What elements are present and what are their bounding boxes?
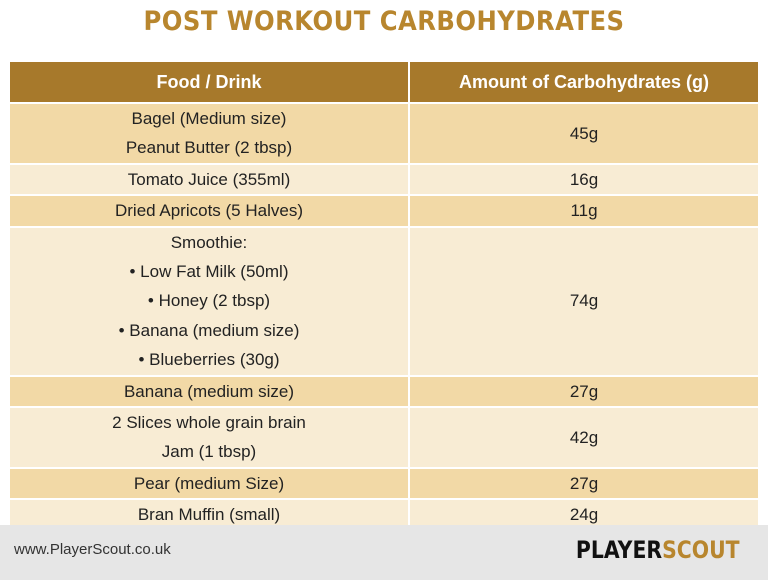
table-row: Bagel (Medium size) Peanut Butter (2 tbsp… — [10, 104, 758, 165]
carbs-cell: 74g — [410, 228, 758, 375]
header-cell: Food / Drink — [10, 62, 410, 102]
title: POST WORKOUT CARBOHYDRATES — [143, 6, 625, 37]
table-row: Dried Apricots (5 Halves) 11g — [10, 196, 758, 228]
food-line: • Blueberries (30g) — [138, 350, 280, 370]
header-row: Food / Drink Amount of Carbohydrates (g) — [10, 62, 758, 104]
logo-part: SCOUT — [662, 536, 740, 564]
carbs-value: 27g — [569, 381, 599, 401]
food-line: 2 Slices whole grain brain — [112, 412, 306, 432]
food-line: Dried Apricots (5 Halves) — [114, 201, 303, 221]
carbs-value: 16g — [569, 169, 599, 189]
food-line: Bran Muffin (small) — [137, 505, 281, 525]
carbs-cell: 45g — [410, 104, 758, 163]
food-line: Peanut Butter (2 tbsp) — [125, 138, 293, 158]
table-row: Banana (medium size) 27g — [10, 376, 758, 408]
carbs-value: 11g — [570, 201, 598, 221]
table: Food / Drink Amount of Carbohydrates (g)… — [10, 62, 758, 532]
food-cell: Bagel (Medium size) Peanut Butter (2 tbsp… — [10, 104, 410, 163]
carbs-cell: 27g — [410, 377, 758, 406]
table-row: 2 Slices whole grain brain Jam (1 tbsp) 42… — [10, 407, 758, 469]
food-cell: Banana (medium size) — [10, 376, 410, 406]
food-line: Bagel (Medium size) — [131, 109, 287, 128]
logo-part: PLAYER — [576, 536, 663, 564]
carbs-cell: 24g — [410, 500, 758, 529]
carbs-cell: 16g — [410, 165, 758, 194]
footer-url: www.PlayerScout.co.uk — [14, 541, 171, 558]
food-line: Tomato Juice (355ml) — [127, 169, 291, 189]
food-line: • Honey (2 tbsp) — [147, 291, 271, 311]
table-row: Tomato Juice (355ml) 16g — [10, 164, 758, 197]
table-row: Pear (medium Size) 27g — [10, 468, 758, 501]
table-row: Smoothie: • Low Fat Milk (50ml) • Honey (2… — [10, 227, 758, 377]
carbs-value: 45g — [569, 123, 599, 143]
carbs-cell: 27g — [410, 469, 758, 498]
food-line: Jam (1 tbsp) — [161, 442, 257, 462]
logo: PLAYERSCOUT — [576, 536, 740, 564]
food-cell: Dried Apricots (5 Halves) — [10, 196, 410, 226]
food-line: • Low Fat Milk (50ml) — [129, 261, 289, 281]
carbs-value: 27g — [569, 473, 599, 493]
food-line: Smoothie: — [170, 232, 248, 252]
carbs-cell: 42g — [410, 408, 758, 467]
carbs-cell: 11g — [410, 196, 758, 225]
header-cell: Amount of Carbohydrates (g) — [459, 71, 709, 92]
food-cell: Bran Muffin (small) — [10, 500, 410, 530]
food-cell: 2 Slices whole grain brain Jam (1 tbsp) — [10, 407, 410, 467]
food-cell: Pear (medium Size) — [10, 468, 410, 499]
footer: www.PlayerScout.co.uk PLAYERSCOUT — [0, 525, 768, 580]
food-line: • Banana (medium size) — [118, 320, 300, 340]
food-cell: Smoothie: • Low Fat Milk (50ml) • Honey (2… — [10, 227, 410, 375]
food-cell: Tomato Juice (355ml) — [10, 164, 410, 195]
carbs-value: 42g — [569, 427, 599, 447]
food-line: Banana (medium size) — [123, 381, 295, 401]
food-line: Pear (medium Size) — [133, 473, 285, 493]
carbs-value: 24g — [569, 505, 599, 525]
carbs-value: 74g — [569, 291, 599, 311]
